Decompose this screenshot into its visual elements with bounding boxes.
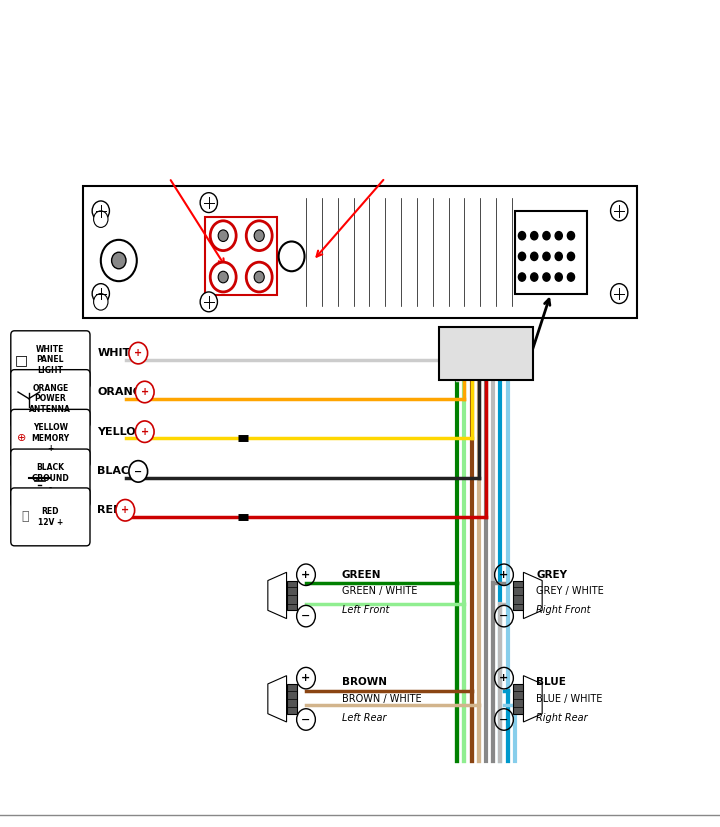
Text: WHITE: WHITE xyxy=(97,348,138,358)
Circle shape xyxy=(210,262,236,292)
Circle shape xyxy=(101,240,137,281)
Bar xyxy=(287,684,297,714)
Circle shape xyxy=(218,271,228,283)
Text: BLUE / WHITE: BLUE / WHITE xyxy=(536,694,603,704)
Bar xyxy=(513,581,523,610)
Text: YELLOW
MEMORY
+: YELLOW MEMORY + xyxy=(32,423,69,453)
Text: +: + xyxy=(121,505,130,515)
Text: Right Rear: Right Rear xyxy=(536,713,588,723)
Text: ORANGE: ORANGE xyxy=(97,387,150,397)
Polygon shape xyxy=(268,676,287,722)
Circle shape xyxy=(555,273,562,281)
Text: WHITE
PANEL
LIGHT: WHITE PANEL LIGHT xyxy=(36,345,65,375)
Circle shape xyxy=(555,232,562,240)
Text: BLACK: BLACK xyxy=(97,466,138,476)
Text: +: + xyxy=(134,348,143,358)
Circle shape xyxy=(92,201,109,221)
Text: GREEN / WHITE: GREEN / WHITE xyxy=(342,586,418,596)
Text: RED: RED xyxy=(97,505,122,515)
FancyBboxPatch shape xyxy=(11,370,90,428)
Circle shape xyxy=(531,273,538,281)
FancyBboxPatch shape xyxy=(83,186,637,318)
FancyBboxPatch shape xyxy=(11,488,90,546)
Text: GREY / WHITE: GREY / WHITE xyxy=(536,586,604,596)
Circle shape xyxy=(200,292,217,312)
Circle shape xyxy=(531,252,538,261)
Text: BROWN / WHITE: BROWN / WHITE xyxy=(342,694,422,704)
Circle shape xyxy=(210,221,236,251)
Circle shape xyxy=(129,342,148,364)
Circle shape xyxy=(611,201,628,221)
Circle shape xyxy=(92,284,109,304)
Bar xyxy=(287,581,297,610)
Circle shape xyxy=(611,284,628,304)
Text: Left Front: Left Front xyxy=(342,605,390,615)
Text: +: + xyxy=(302,673,310,683)
Text: BROWN: BROWN xyxy=(342,677,387,687)
Text: −: − xyxy=(301,715,311,724)
Bar xyxy=(513,684,523,714)
Circle shape xyxy=(218,230,228,241)
Text: ORANGE
POWER
ANTENNA: ORANGE POWER ANTENNA xyxy=(30,384,71,414)
Text: GREY: GREY xyxy=(536,570,567,580)
Circle shape xyxy=(246,262,272,292)
Polygon shape xyxy=(523,676,542,722)
Text: RED
12V +: RED 12V + xyxy=(37,507,63,527)
Polygon shape xyxy=(523,572,542,619)
Circle shape xyxy=(567,273,575,281)
Text: +: + xyxy=(140,387,149,397)
Text: −: − xyxy=(499,611,509,621)
Text: GREEN: GREEN xyxy=(342,570,382,580)
Text: −: − xyxy=(134,466,143,476)
Circle shape xyxy=(116,500,135,521)
Circle shape xyxy=(129,461,148,482)
Circle shape xyxy=(531,232,538,240)
Text: ⊕: ⊕ xyxy=(17,433,27,443)
Circle shape xyxy=(112,252,126,269)
Circle shape xyxy=(543,273,550,281)
Text: BLUE: BLUE xyxy=(536,677,566,687)
Text: Left Rear: Left Rear xyxy=(342,713,387,723)
Circle shape xyxy=(543,232,550,240)
Circle shape xyxy=(135,421,154,442)
Text: +: + xyxy=(302,570,310,580)
Circle shape xyxy=(200,193,217,213)
Text: BLACK
GROUND
-: BLACK GROUND - xyxy=(32,463,69,493)
FancyBboxPatch shape xyxy=(11,449,90,507)
Text: −: − xyxy=(301,611,311,621)
Circle shape xyxy=(555,252,562,261)
FancyBboxPatch shape xyxy=(11,409,90,467)
Circle shape xyxy=(246,221,272,251)
Circle shape xyxy=(254,271,264,283)
Text: −: − xyxy=(499,715,509,724)
Circle shape xyxy=(518,232,526,240)
Circle shape xyxy=(567,232,575,240)
Circle shape xyxy=(518,273,526,281)
FancyBboxPatch shape xyxy=(11,331,90,389)
Circle shape xyxy=(279,241,305,271)
FancyBboxPatch shape xyxy=(515,211,587,294)
Text: Right Front: Right Front xyxy=(536,605,591,615)
Circle shape xyxy=(254,230,264,241)
Circle shape xyxy=(518,252,526,261)
Circle shape xyxy=(567,252,575,261)
Text: +: + xyxy=(140,427,149,437)
Text: ⚿: ⚿ xyxy=(22,510,29,523)
Polygon shape xyxy=(268,572,287,619)
Circle shape xyxy=(135,381,154,403)
Circle shape xyxy=(94,211,108,227)
Text: +: + xyxy=(500,570,508,580)
Text: YELLOW: YELLOW xyxy=(97,427,148,437)
Circle shape xyxy=(543,252,550,261)
Circle shape xyxy=(94,294,108,310)
FancyBboxPatch shape xyxy=(439,327,533,380)
Text: □: □ xyxy=(15,353,28,366)
Text: +: + xyxy=(500,673,508,683)
